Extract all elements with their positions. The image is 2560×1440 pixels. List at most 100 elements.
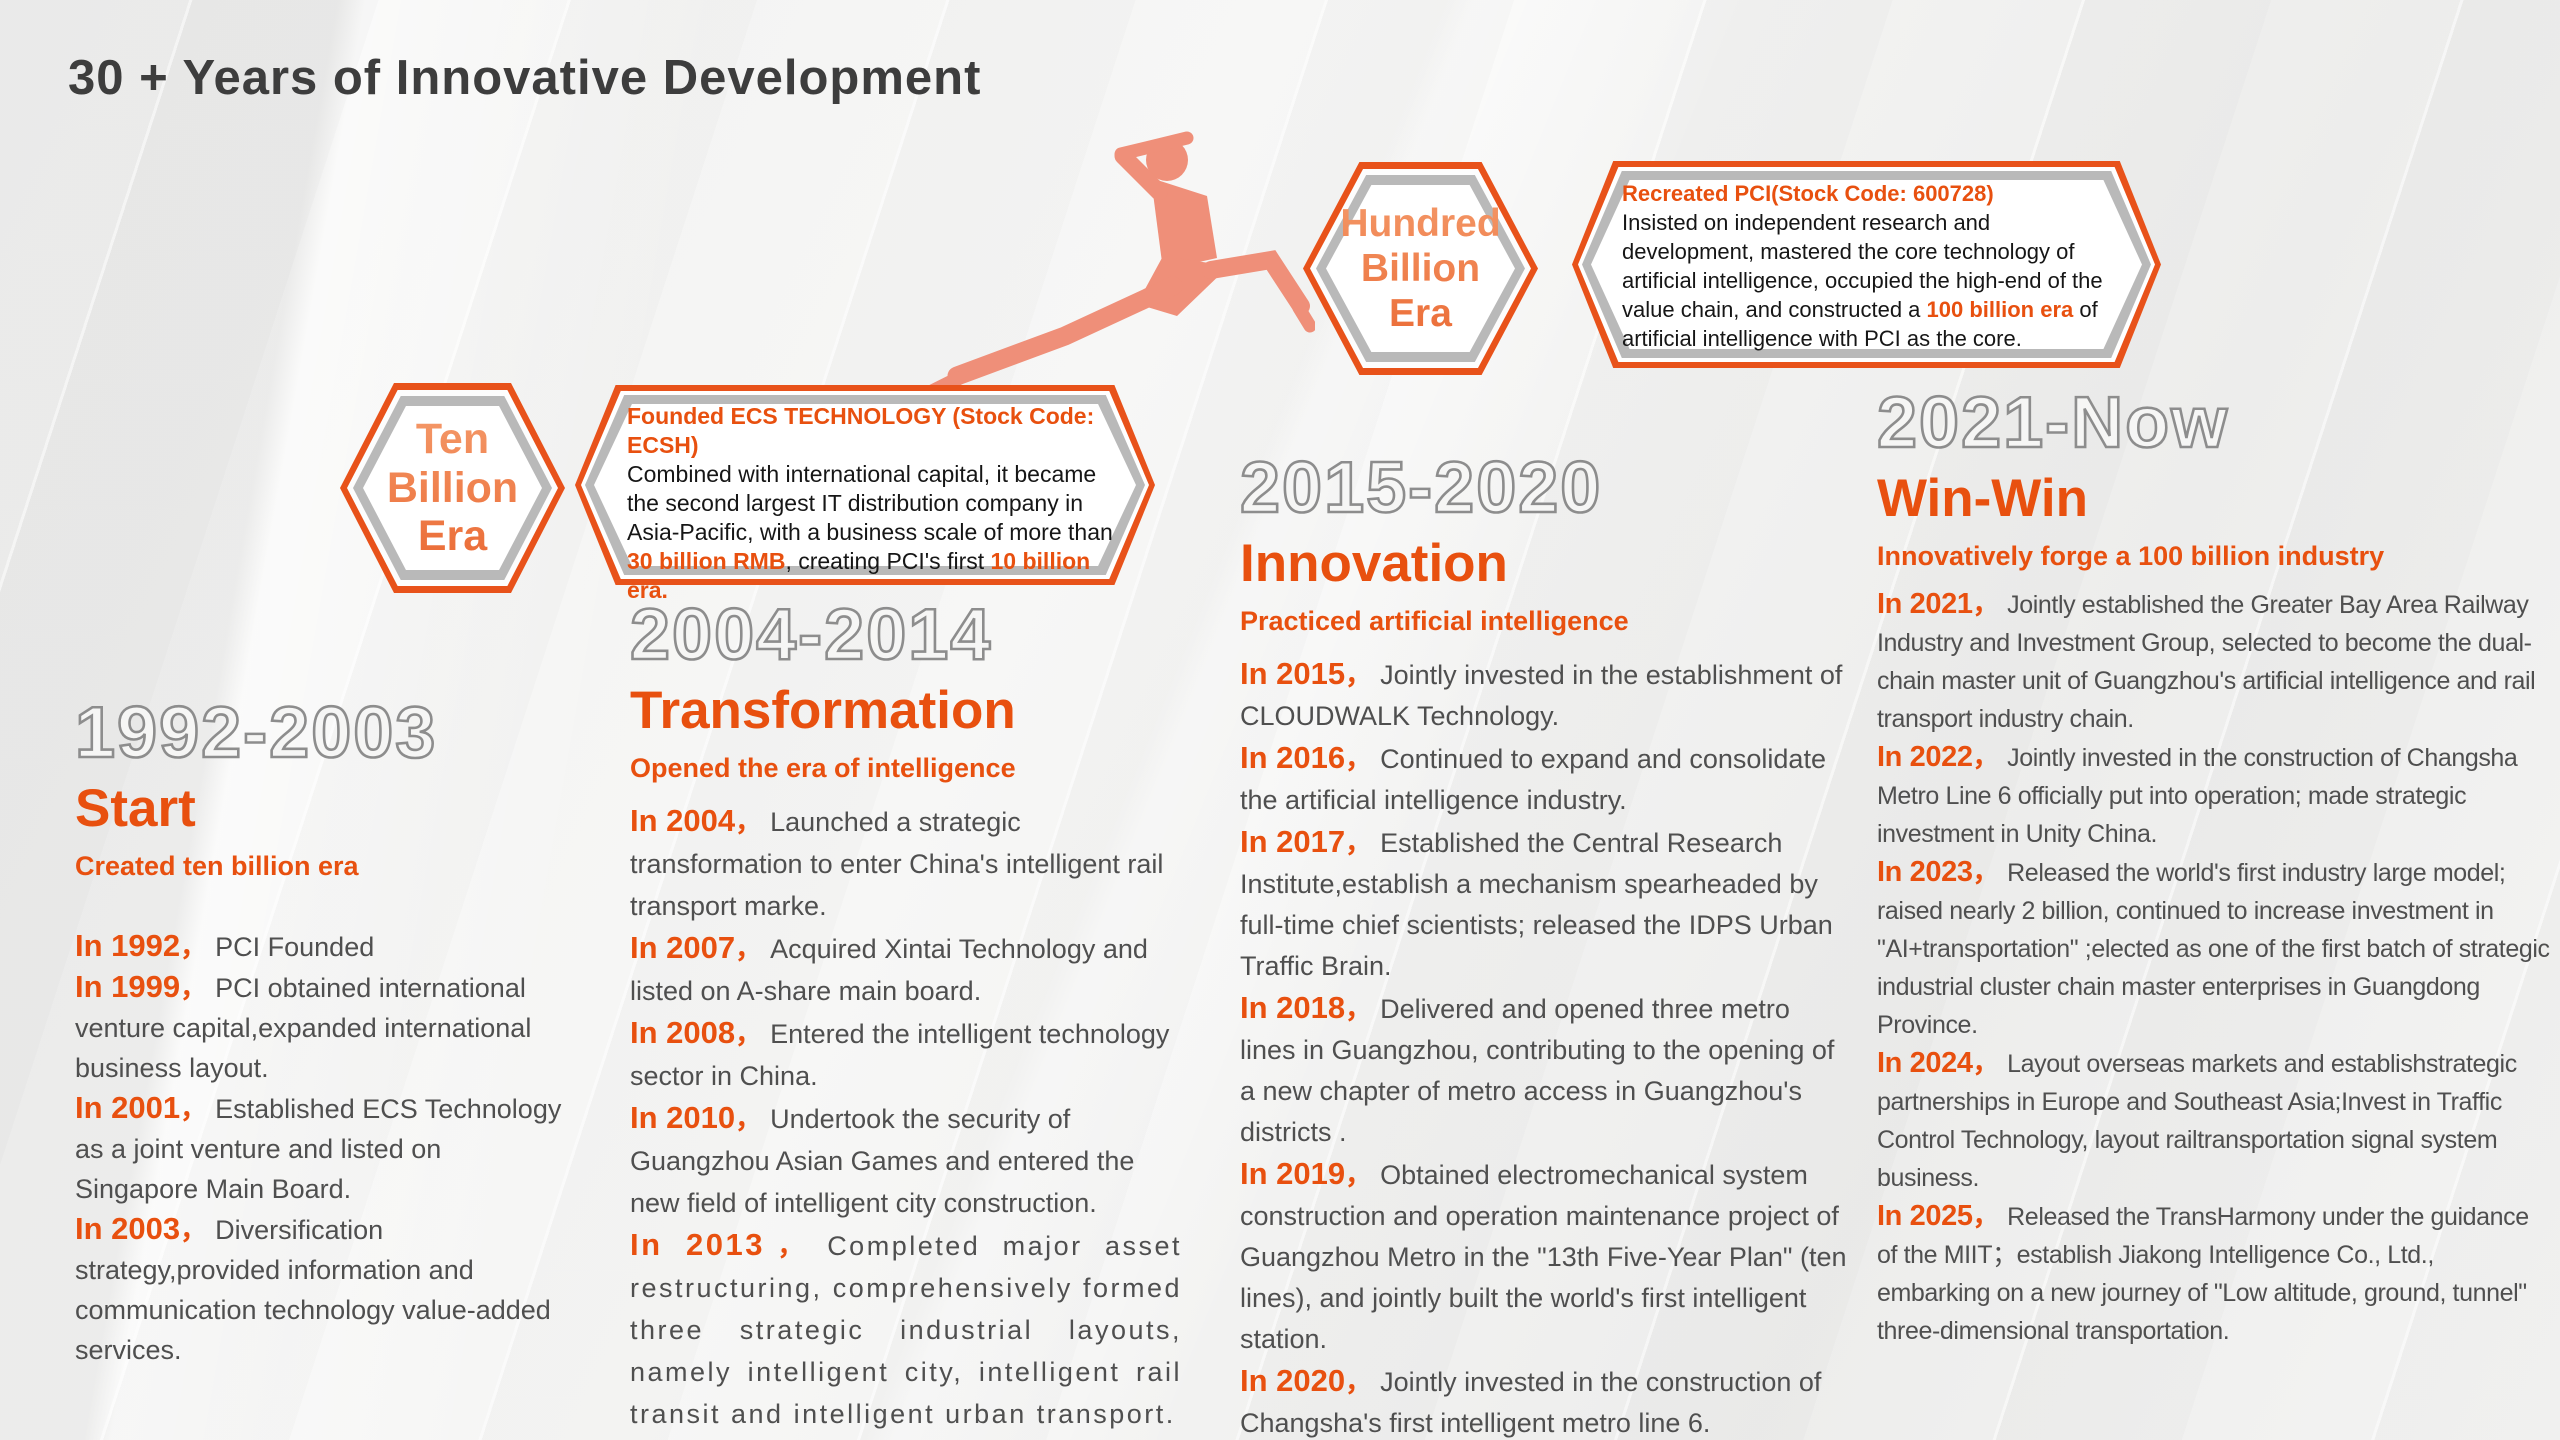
event-description: Jointly established the Greater Bay Area… [1877,590,2536,733]
event-description: Jointly invested in the construction of … [1240,1366,1822,1438]
hexagon-ten-billion-era: Ten Billion Era [340,383,565,593]
event-year: In 2008 [630,1014,736,1050]
callout-text-segment: Insisted on independent research and dev… [1622,210,2103,322]
event-description: Launched a strategic transformation to e… [630,806,1164,921]
event-year: In 2015 [1240,655,1346,691]
timeline-event: In 2024， Layout overseas markets and esta… [1877,1044,2552,1197]
hexagon-label-line: Billion [386,463,519,512]
event-description: Released the TransHarmony under the guid… [1877,1202,2529,1345]
event-separator: ， [1345,827,1373,858]
event-description: Diversification strategy,provided inform… [75,1214,551,1365]
callout-title: Recreated PCI(Stock Code: 600728) [1622,181,1994,206]
event-year: In 2020 [1240,1362,1346,1398]
section-events: In 2021， Jointly established the Greater … [1877,585,2552,1350]
timeline-section-2004-2014: 2004-2014 Transformation Opened the era … [629,594,1182,1435]
timeline-event: In 2019， Obtained electromechanical syste… [1240,1153,1852,1360]
callout-text-segment: 30 billion RMB [627,548,786,574]
event-description: Completed major asset restructuring, com… [630,1230,1183,1429]
hexagon-label-line: Era [417,512,488,561]
event-separator: ， [735,1103,763,1134]
event-year: In 2021 [1877,587,1973,620]
event-description: Continued to expand and consolidate the … [1240,743,1826,815]
timeline-event: In 2023， Released the world's first indus… [1877,853,2552,1044]
hexagon-label-line: Era [1389,292,1452,336]
event-separator: ， [1345,993,1373,1024]
timeline-event: In 2020， Jointly invested in the construc… [1240,1360,1852,1440]
callout-fill [594,404,1136,566]
section-subtitle: Created ten billion era [75,850,359,881]
event-separator: ， [735,806,763,837]
event-year: In 2023 [1877,855,1973,888]
timeline-event: In 2022， Jointly invested in the construc… [1877,738,2552,853]
event-year: In 2016 [1240,739,1346,775]
section-years: 2004-2014 [629,594,993,676]
timeline-section-1992-2003: 1992-2003 Start Created ten billion era … [74,692,565,1370]
event-description: Undertook the security of Guangzhou Asia… [630,1103,1135,1218]
event-description: Established the Central Research Institu… [1240,827,1833,981]
callout-text-segment: , creating PCI's first [785,548,991,574]
event-description: Acquired Xintai Technology and listed on… [630,933,1148,1006]
timeline-event: In 1999， PCI obtained international ventu… [75,967,565,1088]
event-year: In 2025 [1877,1199,1973,1232]
event-year: In 2003 [75,1210,181,1246]
event-separator: ， [1972,1047,2000,1078]
event-year: In 1992 [75,927,181,963]
timeline-event: In 2010， Undertook the security of Guangz… [630,1097,1182,1224]
event-separator: ， [180,931,208,962]
timeline-event: In 2025， Released the TransHarmony under … [1877,1197,2552,1350]
hexagon-label: Hundred Billion Era [1303,162,1538,375]
event-year: In 2018 [1240,989,1346,1025]
timeline-event: In 1992， PCI Founded [75,926,565,967]
timeline-event: In 2003， Diversification strategy,provide… [75,1209,565,1370]
event-year: In 2013 [630,1226,765,1262]
event-separator: ， [735,933,763,964]
event-year: In 2007 [630,929,736,965]
section-events: In 2004， Launched a strategic transformat… [630,800,1182,1435]
event-separator: ， [1972,1200,2000,1231]
event-separator: ， [764,1230,820,1261]
callout-fill [1591,180,2142,349]
event-separator: ， [1345,743,1373,774]
event-description: Established ECS Technology as a joint ve… [75,1093,562,1204]
timeline-event: In 2004， Launched a strategic transformat… [630,800,1182,927]
event-separator: ， [180,972,208,1003]
callout-ecs-technology: Founded ECS TECHNOLOGY (Stock Code: ECSH… [575,385,1155,603]
event-description: Layout overseas markets and establishstr… [1877,1049,2517,1192]
section-subtitle: Opened the era of intelligence [630,752,1016,783]
timeline-event: In 2007， Acquired Xintai Technology and l… [630,927,1182,1012]
callout-title: Founded ECS TECHNOLOGY (Stock Code: ECSH… [627,403,1095,458]
hexagon-label-line: Hundred [1340,201,1501,245]
hexagon-fill [1326,185,1515,352]
callout-text-segment: of artificial intelligence with PCI as t… [1622,297,2098,351]
event-year: In 2017 [1240,823,1346,859]
section-title: Transformation [630,681,1016,741]
event-separator: ， [180,1093,208,1124]
timeline-event: In 2017， Established the Central Research… [1240,821,1852,987]
hexagon-hundred-billion-era: Hundred Billion Era [1303,162,1538,375]
event-description: PCI obtained international venture capit… [75,972,532,1083]
event-year: In 2022 [1877,740,1973,773]
timeline-event: In 2001， Established ECS Technology as a … [75,1088,565,1209]
callout-body: Insisted on independent research and dev… [1622,208,2117,353]
timeline-event: In 2018， Delivered and opened three metro… [1240,987,1852,1153]
hexagon-fill [363,406,542,570]
event-separator: ， [1345,1366,1373,1397]
page-title: 30 + Years of Innovative Development [68,51,982,105]
section-title: Start [75,779,196,839]
event-year: In 2019 [1240,1155,1346,1191]
hexagon-label: Ten Billion Era [340,383,565,593]
section-years: 2015-2020 [1239,447,1603,529]
event-separator: ， [1972,588,2000,619]
event-description: Jointly invested in the construction of … [1877,743,2518,848]
event-description: PCI Founded [215,931,375,962]
event-year: In 2004 [630,802,736,838]
event-description: Released the world's first industry larg… [1877,858,2550,1039]
event-separator: ， [180,1214,208,1245]
event-year: In 2010 [630,1099,736,1135]
callout-text-segment: 10 billion era. [627,548,1091,603]
section-title: Innovation [1240,534,1508,594]
section-events: In 1992， PCI Founded In 1999， PCI obtained… [75,926,565,1370]
event-separator: ， [1345,1159,1373,1190]
section-years: 1992-2003 [74,692,438,774]
